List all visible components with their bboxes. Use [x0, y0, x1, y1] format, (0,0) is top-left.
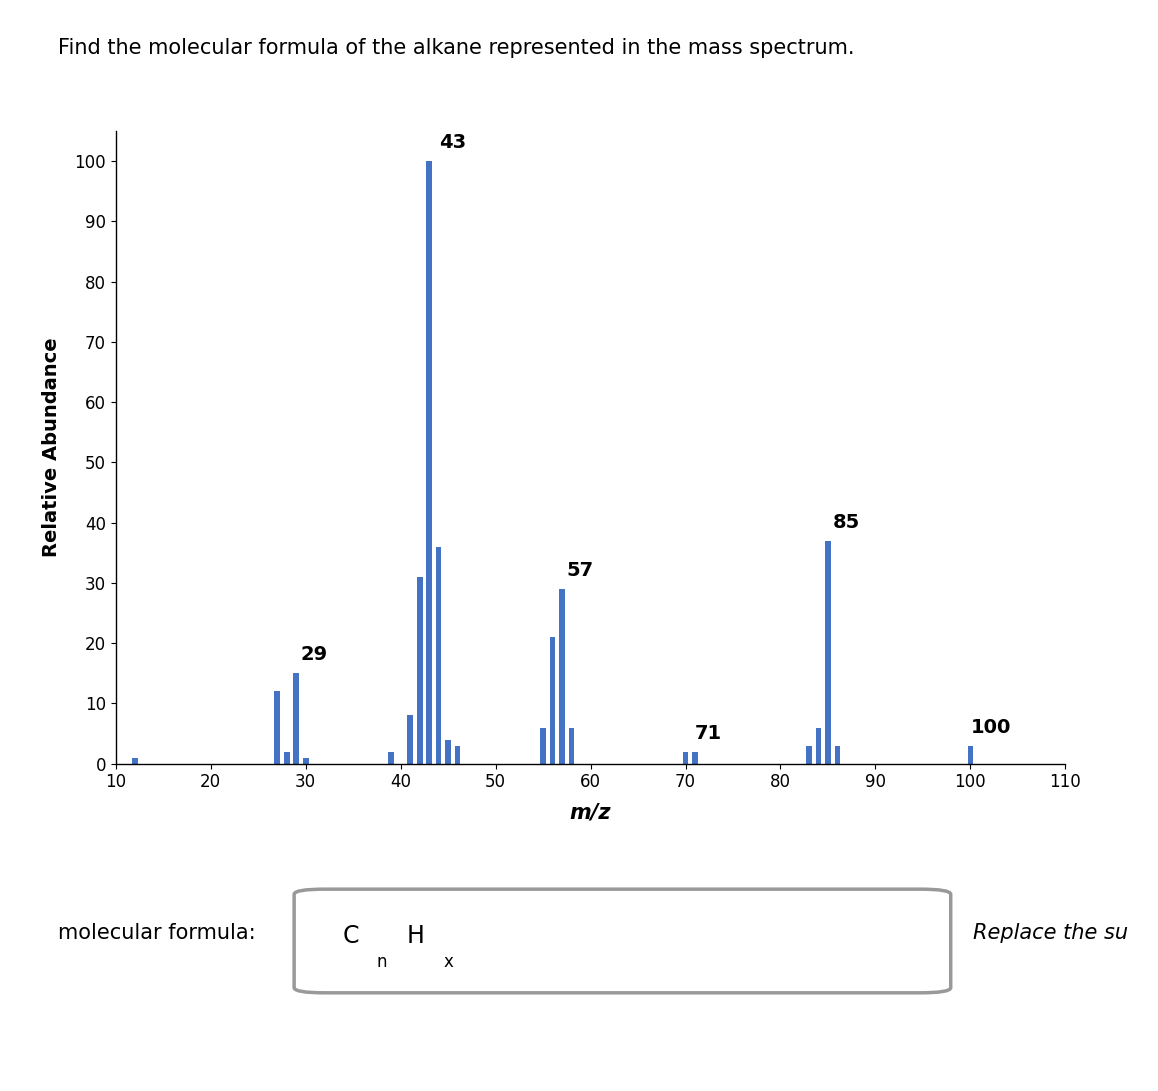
Text: Replace the su: Replace the su	[973, 923, 1128, 943]
Text: H: H	[406, 924, 425, 948]
Bar	[559, 589, 565, 764]
Bar	[303, 757, 308, 764]
Text: 43: 43	[439, 133, 466, 152]
Bar	[446, 740, 450, 764]
Bar	[968, 745, 973, 764]
Bar	[455, 745, 461, 764]
Text: x: x	[444, 952, 453, 971]
Bar	[692, 752, 698, 764]
Text: Find the molecular formula of the alkane represented in the mass spectrum.: Find the molecular formula of the alkane…	[58, 38, 855, 58]
Bar	[417, 577, 423, 764]
Bar	[806, 745, 812, 764]
Text: molecular formula:: molecular formula:	[58, 923, 256, 943]
Bar	[815, 728, 821, 764]
Text: C: C	[343, 924, 359, 948]
Bar	[569, 728, 574, 764]
Bar	[683, 752, 688, 764]
Text: 57: 57	[567, 561, 594, 580]
Text: 85: 85	[833, 513, 860, 531]
Bar	[426, 161, 432, 764]
Bar	[408, 716, 413, 764]
Bar	[132, 757, 138, 764]
FancyBboxPatch shape	[294, 889, 951, 993]
Bar	[388, 752, 394, 764]
Bar	[826, 541, 830, 764]
Bar	[274, 692, 280, 764]
Text: n: n	[376, 952, 387, 971]
Bar	[541, 728, 545, 764]
Text: 29: 29	[301, 645, 328, 664]
Text: 71: 71	[695, 723, 723, 743]
Text: 100: 100	[970, 718, 1011, 736]
X-axis label: m/z: m/z	[570, 803, 611, 823]
Bar	[435, 547, 441, 764]
Bar	[835, 745, 841, 764]
Bar	[550, 637, 556, 764]
Bar	[284, 752, 290, 764]
Y-axis label: Relative Abundance: Relative Abundance	[42, 337, 60, 558]
Bar	[293, 673, 299, 764]
